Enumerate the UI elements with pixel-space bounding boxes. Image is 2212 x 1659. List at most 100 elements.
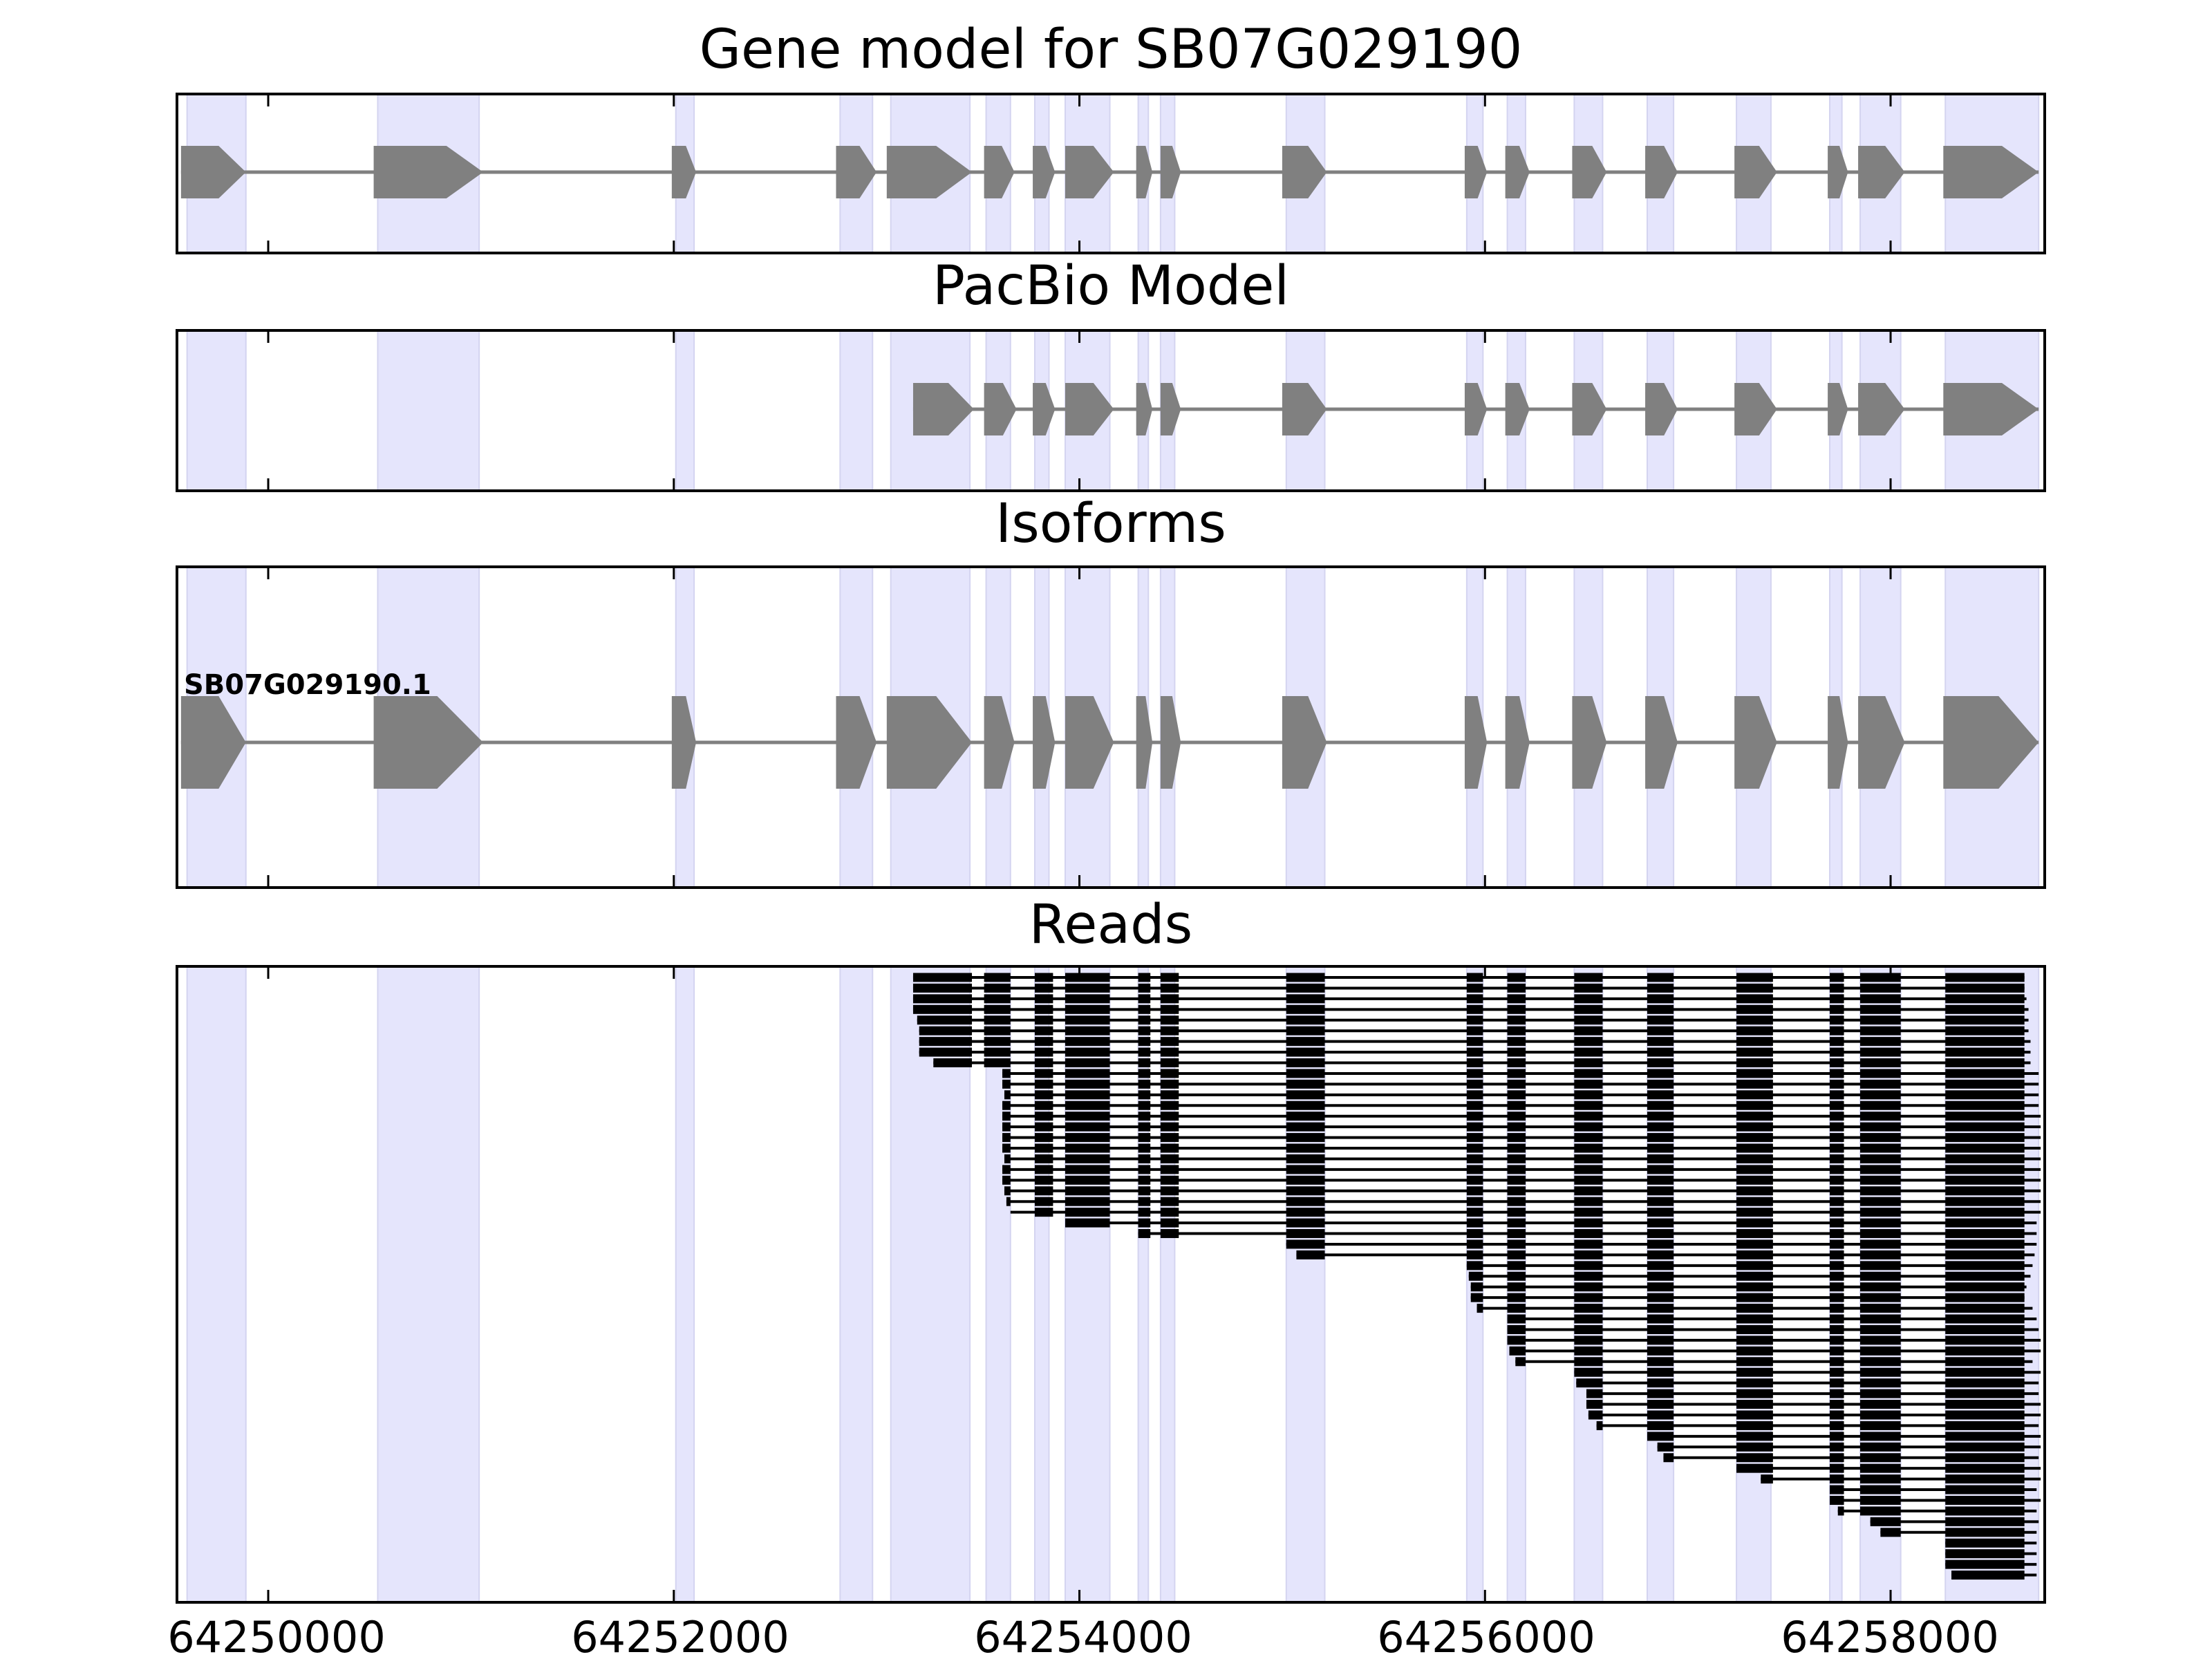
read-exon-block xyxy=(1034,973,1053,982)
read-exon-block xyxy=(1034,1133,1053,1143)
read-exon-block xyxy=(1574,1004,1603,1014)
read-exon-block xyxy=(1945,1250,2025,1259)
read-exon-block xyxy=(1860,1410,1901,1420)
read xyxy=(1002,1069,2039,1078)
read-exon-block xyxy=(1837,1506,1844,1516)
gene-model-exon xyxy=(1136,383,1153,435)
read xyxy=(919,1026,2029,1035)
x-tick-label: 64258000 xyxy=(1781,1612,1999,1659)
x-tick-label: 64250000 xyxy=(167,1612,386,1659)
read xyxy=(1509,1346,2041,1356)
read-exon-block xyxy=(1509,1346,1526,1356)
read-exon-block xyxy=(1286,1133,1325,1143)
read xyxy=(1004,1186,2041,1196)
read-exon-block xyxy=(1736,1175,1773,1185)
read-exon-block xyxy=(1860,1463,1901,1473)
read-exon-block xyxy=(1860,1506,1901,1516)
read-exon-block xyxy=(1160,1047,1179,1057)
read-exon-block xyxy=(1945,1506,2025,1516)
read-exon-block xyxy=(1860,1400,1901,1409)
read-exon-block xyxy=(1830,1495,1844,1505)
read-exon-block xyxy=(1736,1047,1773,1057)
read-exon-block xyxy=(1138,1122,1151,1132)
read-exon-block xyxy=(1945,1346,2025,1356)
read-exon-block xyxy=(1945,1165,2025,1174)
read-exon-block xyxy=(1945,1378,2025,1388)
read-exon-block xyxy=(1466,1079,1483,1089)
read-exon-block xyxy=(1470,1293,1483,1302)
read-exon-block xyxy=(984,994,1011,1004)
read-exon-block xyxy=(1860,1495,1901,1505)
read-exon-block xyxy=(1574,1367,1603,1377)
read-exon-block xyxy=(1945,1143,2025,1153)
read-exon-block xyxy=(1138,1079,1151,1089)
highlight-band xyxy=(675,966,695,1603)
read-exon-block xyxy=(1860,1122,1901,1132)
read-exon-block xyxy=(1647,1421,1674,1430)
read-exon-block xyxy=(1466,1175,1483,1185)
read-exon-block xyxy=(1034,983,1053,993)
read-exon-block xyxy=(1466,1026,1483,1035)
read xyxy=(1663,1453,2039,1463)
panel-frame xyxy=(176,565,2046,889)
read-exon-block xyxy=(1286,1037,1325,1047)
read-exon-block xyxy=(1286,1218,1325,1228)
read-exon-block xyxy=(1286,1122,1325,1132)
read-exon-block xyxy=(1761,1474,1773,1484)
read-exon-block xyxy=(984,983,1011,993)
read-exon-block xyxy=(1860,1186,1901,1196)
read xyxy=(919,1037,2031,1047)
read-exon-block xyxy=(1860,1304,1901,1313)
read-exon-block xyxy=(1596,1421,1603,1430)
read-exon-block xyxy=(1507,1133,1526,1143)
isoform-exon xyxy=(1828,696,1848,789)
read-exon-block xyxy=(1034,1058,1053,1068)
read-exon-block xyxy=(1286,1004,1325,1014)
read-exon-block xyxy=(919,1026,973,1035)
read-exon-block xyxy=(1507,1079,1526,1089)
read xyxy=(1470,1293,2025,1302)
read-exon-block xyxy=(1160,1133,1179,1143)
read-exon-block xyxy=(1647,1400,1674,1409)
read-exon-block xyxy=(984,1026,1011,1035)
read-exon-block xyxy=(1945,1453,2025,1463)
read-exon-block xyxy=(1034,1004,1053,1014)
read-exon-block xyxy=(1830,1197,1844,1206)
read-exon-block xyxy=(1736,1463,1773,1473)
gene-model-exon xyxy=(1645,383,1678,435)
read xyxy=(1002,1133,2041,1143)
read-exon-block xyxy=(1160,1090,1179,1100)
read xyxy=(1574,1367,2041,1377)
read-exon-block xyxy=(1507,1335,1526,1345)
gene-model-exon xyxy=(912,383,974,435)
read xyxy=(1507,1335,2041,1345)
read-exon-block xyxy=(1945,1112,2025,1121)
read-exon-block xyxy=(1507,1186,1526,1196)
read-exon-block xyxy=(1034,1069,1053,1078)
read-exon-block xyxy=(1860,1346,1901,1356)
read xyxy=(912,983,2025,993)
read-exon-block xyxy=(1945,1208,2025,1217)
read-exon-block xyxy=(1657,1442,1674,1452)
read-exon-block xyxy=(1830,1239,1844,1249)
read-exon-block xyxy=(1945,1261,2025,1271)
read-exon-block xyxy=(1286,983,1325,993)
read-exon-block xyxy=(1507,983,1526,993)
read-exon-block xyxy=(1736,1026,1773,1035)
read-exon-block xyxy=(1945,1154,2025,1163)
read-exon-block xyxy=(1945,1335,2025,1345)
read-exon-block xyxy=(1065,1112,1110,1121)
read-exon-block xyxy=(1574,1346,1603,1356)
read-exon-block xyxy=(1647,1389,1674,1398)
read-exon-block xyxy=(1736,1378,1773,1388)
isoform-exon xyxy=(1858,696,1905,789)
read xyxy=(1470,1282,2027,1292)
read-exon-block xyxy=(1286,1239,1325,1249)
read-exon-block xyxy=(1034,1122,1053,1132)
read-exon-block xyxy=(1034,994,1053,1004)
read-exon-block xyxy=(1034,1197,1053,1206)
read-exon-block xyxy=(1286,1197,1325,1206)
highlight-band xyxy=(377,330,480,491)
read-exon-block xyxy=(1736,1357,1773,1367)
